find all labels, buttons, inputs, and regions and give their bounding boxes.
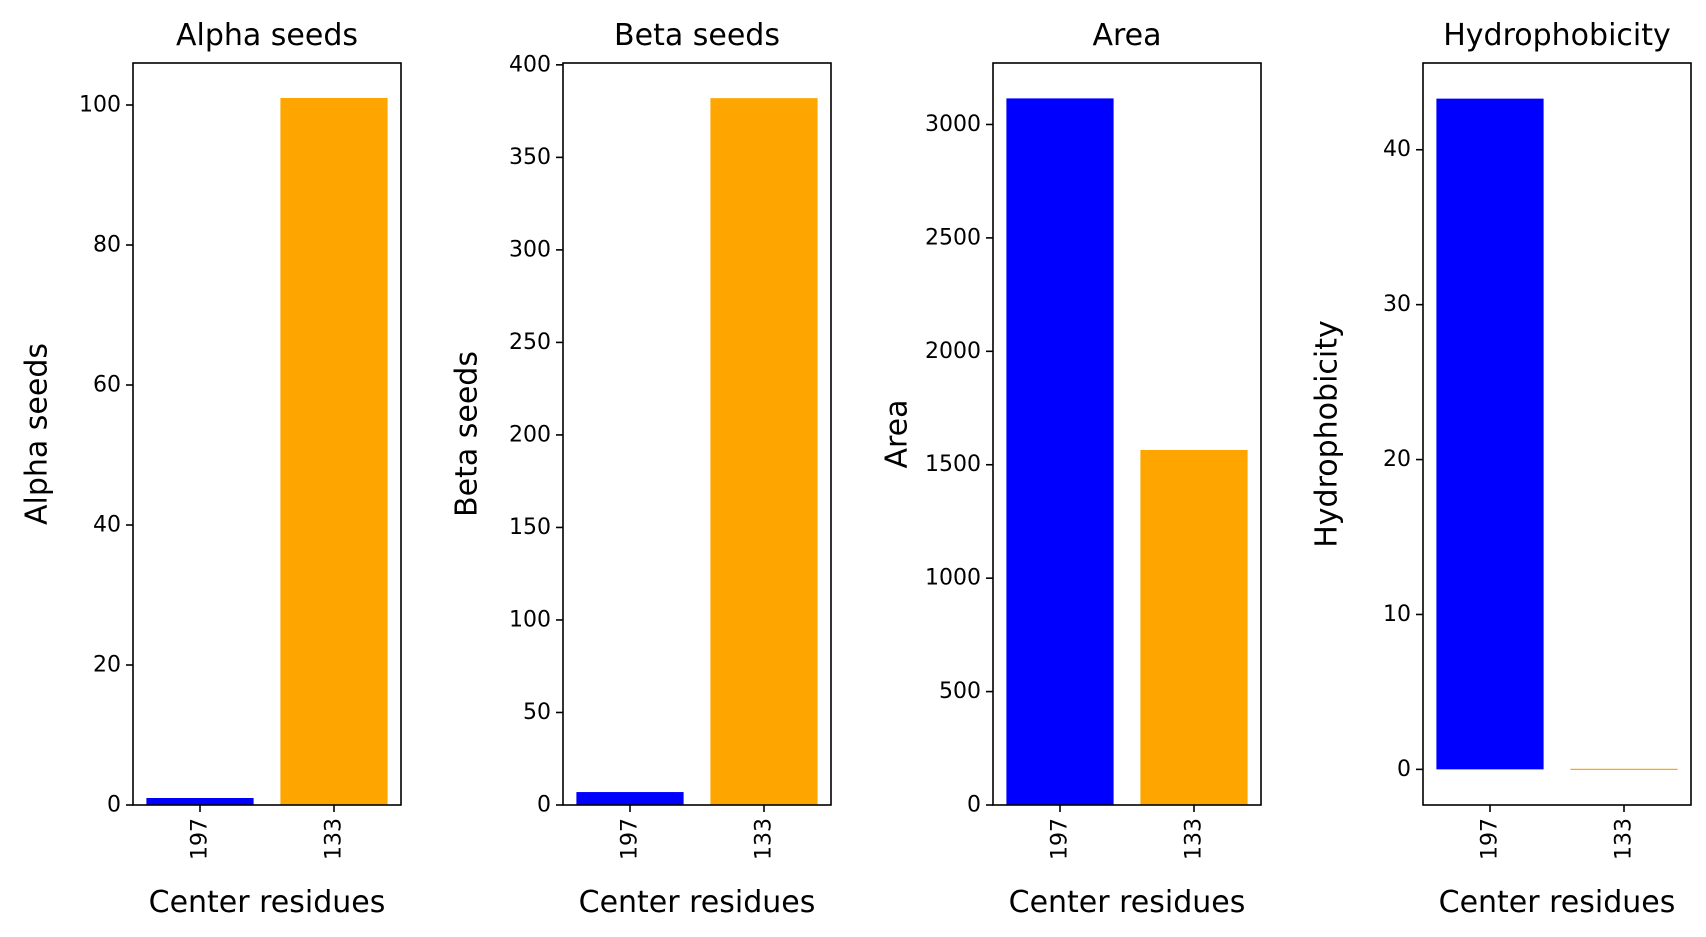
- axes-frame: [992, 62, 1262, 806]
- y-tick-label: 0: [1397, 757, 1411, 782]
- y-tick-label: 0: [967, 793, 981, 818]
- chart-panel-4: 0 10 20 30 40 197 133 Hydrophobicity Center resi…: [1310, 18, 1692, 920]
- y-tick-label: 20: [93, 653, 121, 678]
- bar-133: [710, 98, 818, 805]
- y-tick-label: 100: [509, 607, 551, 632]
- y-tick-label: 300: [509, 237, 551, 262]
- chart-panel-1: 0 20 40 60 80 100 197 133 Alpha seeds Center resi…: [20, 18, 402, 920]
- y-tick-label: 40: [1383, 137, 1411, 162]
- x-axis-label: Center residues: [579, 885, 816, 920]
- y-axis-label: Beta seeds: [450, 351, 485, 517]
- axes-frame: [132, 62, 402, 806]
- x-tick-label: 133: [752, 818, 777, 860]
- chart-title: Alpha seeds: [176, 18, 358, 53]
- y-tick-label: 150: [509, 515, 551, 540]
- y-tick-label: 20: [1383, 447, 1411, 472]
- y-tick-label: 500: [939, 679, 981, 704]
- bar-197: [1436, 98, 1544, 770]
- x-axis-label: Center residues: [149, 885, 386, 920]
- x-axis-label: Center residues: [1009, 885, 1246, 920]
- bar-133: [1570, 768, 1678, 770]
- x-axis-label: Center residues: [1439, 885, 1676, 920]
- axes-frame: [562, 62, 832, 806]
- bar-197: [146, 798, 254, 805]
- x-tick-label: 133: [1612, 818, 1637, 860]
- y-tick-label: 50: [523, 700, 551, 725]
- y-tick-label: 0: [537, 793, 551, 818]
- y-tick-label: 1000: [925, 566, 981, 591]
- y-tick-label: 3000: [925, 112, 981, 137]
- x-tick-label: 197: [1048, 818, 1073, 860]
- bar-197: [1006, 98, 1114, 805]
- y-tick-label: 100: [79, 93, 121, 118]
- chart-panel-3: 0 500 1000 1500 2000 2500 3000 197 133 Area Center…: [880, 18, 1262, 920]
- y-tick-label: 200: [509, 422, 551, 447]
- y-tick-label: 2500: [925, 225, 981, 250]
- chart-title: Beta seeds: [614, 18, 780, 53]
- x-tick-label: 197: [188, 818, 213, 860]
- y-tick-label: 80: [93, 233, 121, 258]
- chart-title: Hydrophobicity: [1443, 18, 1671, 53]
- chart-title: Area: [1092, 18, 1161, 53]
- x-tick-label: 133: [322, 818, 347, 860]
- y-tick-label: 40: [93, 513, 121, 538]
- y-tick-label: 1500: [925, 452, 981, 477]
- chart-panel-2: 0 50 100 150 200 250 300 350 400 197 133 Beta seeds…: [450, 18, 832, 920]
- axes-frame: [1422, 62, 1692, 806]
- y-axis-label: Alpha seeds: [20, 343, 55, 525]
- y-tick-label: 250: [509, 330, 551, 355]
- y-tick-label: 30: [1383, 292, 1411, 317]
- bar-133: [1140, 449, 1248, 805]
- y-axis-label: Area: [880, 399, 915, 468]
- bar-133: [280, 98, 388, 805]
- y-tick-label: 0: [107, 793, 121, 818]
- x-tick-label: 197: [1478, 818, 1503, 860]
- y-tick-label: 10: [1383, 602, 1411, 627]
- y-axis-label: Hydrophobicity: [1310, 320, 1345, 548]
- y-tick-label: 60: [93, 373, 121, 398]
- y-tick-label: 350: [509, 145, 551, 170]
- x-tick-label: 197: [618, 818, 643, 860]
- y-tick-label: 2000: [925, 339, 981, 364]
- bar-197: [576, 792, 684, 805]
- x-tick-label: 133: [1182, 818, 1207, 860]
- y-tick-label: 400: [509, 52, 551, 77]
